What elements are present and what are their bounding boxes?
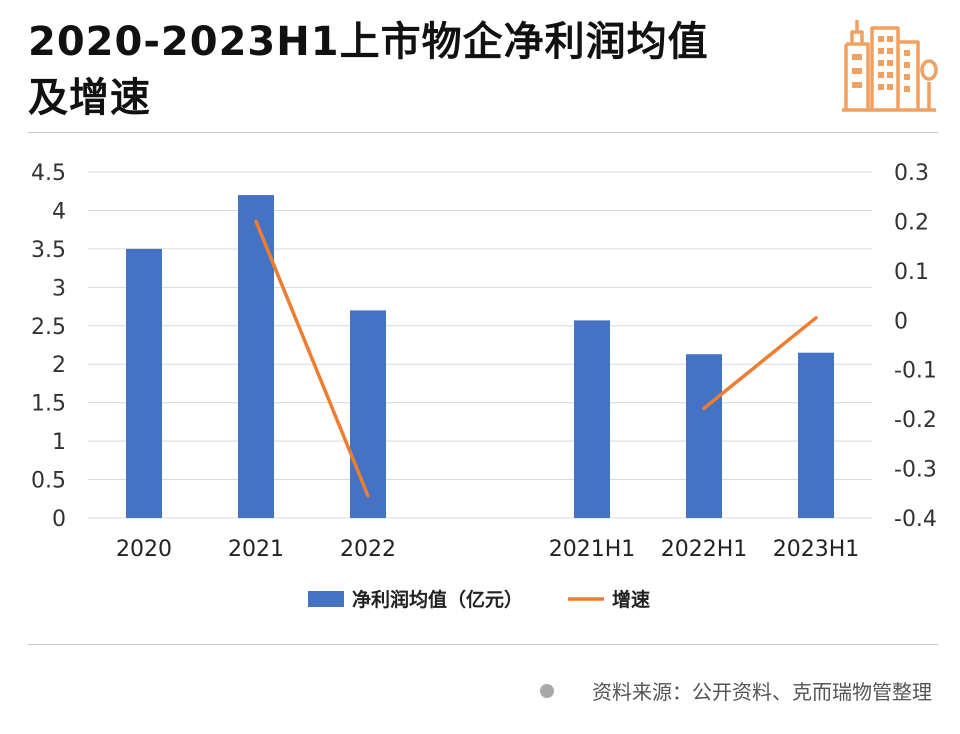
page-title: 2020-2023H1上市物企净利润均值 及增速 <box>28 14 808 126</box>
left-axis-tick: 2.5 <box>31 315 66 340</box>
chart: 0 0.5 1 1.5 2 2.5 3 3.5 4 4.5 -0.4 -0.3 -0.2 -0.1 0 0.… <box>31 161 937 611</box>
left-axis-tick: 3.5 <box>31 238 66 263</box>
left-axis-tick: 4 <box>52 199 66 224</box>
x-axis-tick: 2021H1 <box>549 537 636 562</box>
bar <box>574 320 610 518</box>
right-axis-tick: -0.4 <box>894 507 937 532</box>
right-axis-tick: 0.1 <box>894 260 929 285</box>
right-axis-tick: -0.2 <box>894 408 937 433</box>
gridlines <box>88 171 872 519</box>
legend-bar-swatch <box>308 591 344 607</box>
right-axis-tick: 0 <box>894 309 908 334</box>
left-axis-tick: 3 <box>52 276 66 301</box>
growth-lines <box>254 219 818 498</box>
bullet-dot-icon <box>540 683 554 698</box>
left-axis-tick: 1 <box>52 430 66 455</box>
header-divider <box>28 132 938 133</box>
left-axis-tick: 4.5 <box>31 161 66 186</box>
bars <box>126 195 834 519</box>
right-axis-tick: 0.2 <box>894 210 929 235</box>
bar <box>350 310 386 518</box>
left-axis: 0 0.5 1 1.5 2 2.5 3 3.5 4 4.5 <box>31 161 66 532</box>
x-axis-tick: 2022 <box>340 537 396 562</box>
footer-divider <box>28 644 938 645</box>
legend: 净利润均值（亿元） 增速 <box>308 588 650 611</box>
x-axis-tick: 2023H1 <box>773 537 860 562</box>
growth-line <box>254 219 370 498</box>
source-note: 资料来源：公开资料、克而瑞物管整理 <box>540 676 932 705</box>
title-line-2: 及增速 <box>28 75 151 121</box>
bar <box>798 352 834 518</box>
right-axis-tick: -0.1 <box>894 359 937 384</box>
left-axis-tick: 1.5 <box>31 392 66 417</box>
title-line-1: 2020-2023H1上市物企净利润均值 <box>28 19 709 65</box>
growth-line <box>702 316 818 411</box>
right-axis-tick: 0.3 <box>894 161 929 186</box>
left-axis-tick: 0 <box>52 507 66 532</box>
right-axis: -0.4 -0.3 -0.2 -0.1 0 0.1 0.2 0.3 <box>894 161 937 532</box>
left-axis-tick: 0.5 <box>31 469 66 494</box>
bar <box>126 248 162 518</box>
right-axis-tick: -0.3 <box>894 458 937 483</box>
source-text: 资料来源：公开资料、克而瑞物管整理 <box>592 680 932 704</box>
x-axis-tick: 2020 <box>116 537 172 562</box>
x-axis-tick: 2022H1 <box>661 537 748 562</box>
x-axis: 2020 2021 2022 2021H1 2022H1 2023H1 <box>116 537 859 562</box>
bar <box>686 354 722 518</box>
legend-bar-label: 净利润均值（亿元） <box>352 588 523 611</box>
legend-line-label: 增速 <box>612 588 650 611</box>
buildings-logo-icon <box>842 20 938 112</box>
x-axis-tick: 2021 <box>228 537 284 562</box>
bar <box>238 195 274 519</box>
left-axis-tick: 2 <box>52 353 66 378</box>
